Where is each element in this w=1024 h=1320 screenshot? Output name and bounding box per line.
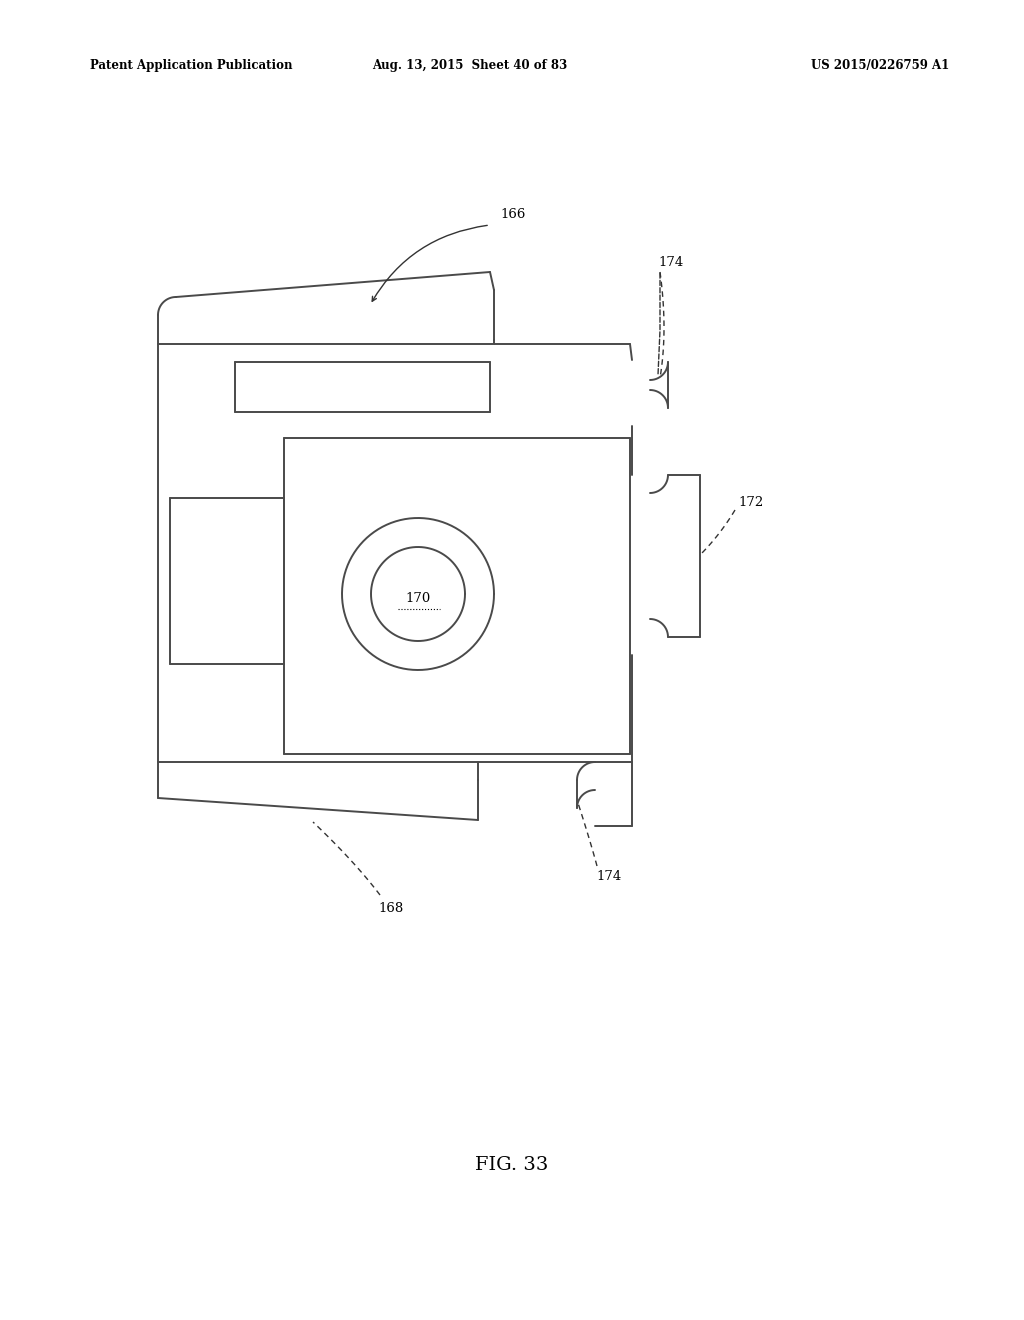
Text: 166: 166 bbox=[500, 209, 525, 222]
Text: US 2015/0226759 A1: US 2015/0226759 A1 bbox=[811, 58, 949, 71]
Text: FIG. 33: FIG. 33 bbox=[475, 1156, 549, 1173]
Text: Patent Application Publication: Patent Application Publication bbox=[90, 58, 293, 71]
Text: Aug. 13, 2015  Sheet 40 of 83: Aug. 13, 2015 Sheet 40 of 83 bbox=[373, 58, 567, 71]
Text: 174: 174 bbox=[658, 256, 683, 268]
Text: 168: 168 bbox=[378, 902, 403, 915]
Text: 174: 174 bbox=[596, 870, 622, 883]
Text: 170: 170 bbox=[406, 591, 431, 605]
Text: 172: 172 bbox=[738, 495, 763, 508]
